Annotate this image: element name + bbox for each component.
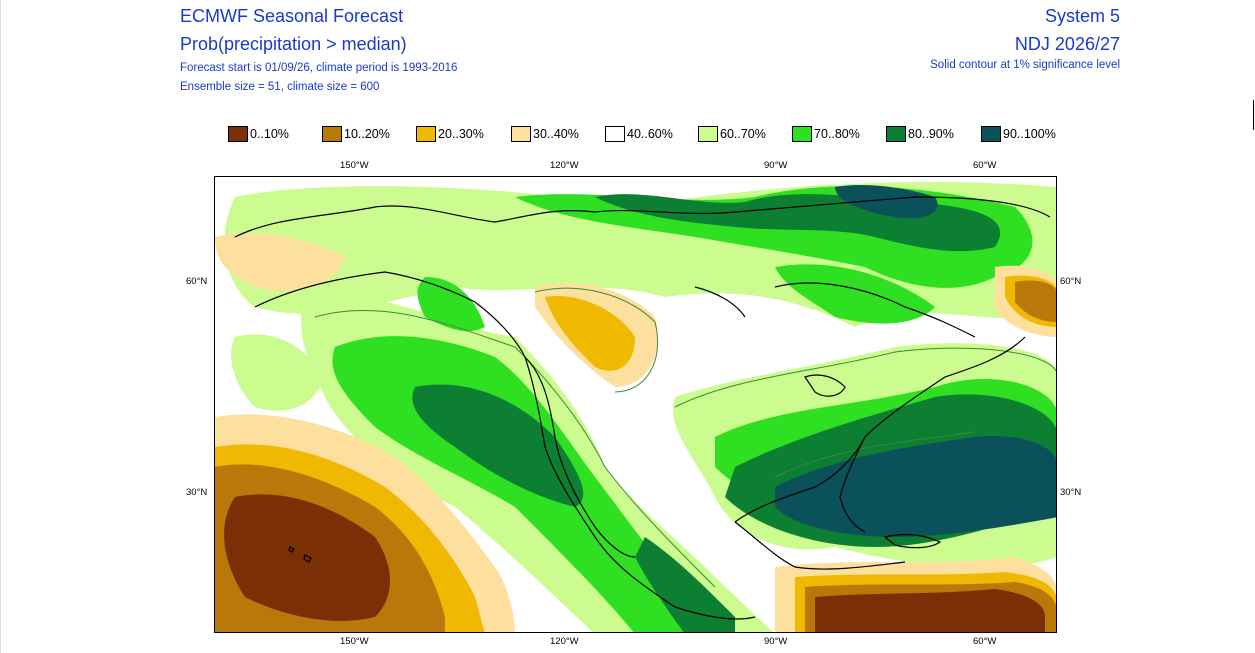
legend-swatch (511, 126, 531, 142)
legend-label: 60..70% (720, 127, 766, 141)
legend-swatch (792, 126, 812, 142)
lon-label-bottom: 120°W (550, 636, 579, 647)
legend-label: 20..30% (438, 127, 484, 141)
period-label: NDJ 2026/27 (1014, 34, 1120, 54)
lon-label-top: 120°W (550, 160, 579, 171)
lon-label-bottom: 150°W (340, 636, 369, 647)
legend-label: 70..80% (814, 127, 860, 141)
legend-item: 70..80% (792, 125, 860, 143)
map-canvas (215, 177, 1056, 632)
page-subtitle: Prob(precipitation > median) (180, 34, 407, 54)
legend-item: 80..90% (886, 125, 954, 143)
legend-swatch (228, 126, 248, 142)
lat-label-right: 60°N (1060, 276, 1082, 287)
legend-swatch (322, 126, 342, 142)
legend-swatch (886, 126, 906, 142)
significance-note: Solid contour at 1% significance level (930, 59, 1120, 71)
legend-label: 0..10% (250, 127, 289, 141)
legend-item: 0..10% (228, 125, 289, 143)
legend-item: 90..100% (981, 125, 1056, 143)
legend-swatch (605, 126, 625, 142)
ensemble-info: Ensemble size = 51, climate size = 600 (180, 81, 380, 93)
legend-label: 40..60% (627, 127, 673, 141)
legend-swatch (981, 126, 1001, 142)
lon-label-top: 150°W (340, 160, 369, 171)
lat-label-left: 60°N (186, 276, 208, 287)
prob-0-10-regions (224, 494, 1045, 632)
legend-item: 60..70% (698, 125, 766, 143)
legend-item: 10..20% (322, 125, 390, 143)
window-edge (1253, 100, 1254, 130)
legend-item: 30..40% (511, 125, 579, 143)
lon-label-top: 90°W (764, 160, 788, 171)
coastlines (234, 196, 1051, 620)
forecast-info: Forecast start is 01/09/26, climate peri… (180, 62, 458, 74)
legend-label: 30..40% (533, 127, 579, 141)
legend-label: 10..20% (344, 127, 390, 141)
lat-label-right: 30°N (1060, 487, 1082, 498)
lon-label-bottom: 60°W (973, 636, 997, 647)
page-edge (0, 0, 1, 653)
legend-swatch (698, 126, 718, 142)
legend-item: 40..60% (605, 125, 673, 143)
lon-label-bottom: 90°W (764, 636, 788, 647)
lon-label-top: 60°W (973, 160, 997, 171)
page-title: ECMWF Seasonal Forecast (180, 6, 404, 26)
legend-item: 20..30% (416, 125, 484, 143)
significance-contours (314, 287, 1056, 588)
legend-swatch (416, 126, 436, 142)
lat-label-left: 30°N (186, 487, 208, 498)
forecast-map (214, 176, 1057, 633)
legend-label: 90..100% (1003, 127, 1056, 141)
legend-label: 80..90% (908, 127, 954, 141)
system-label: System 5 (1044, 6, 1120, 26)
